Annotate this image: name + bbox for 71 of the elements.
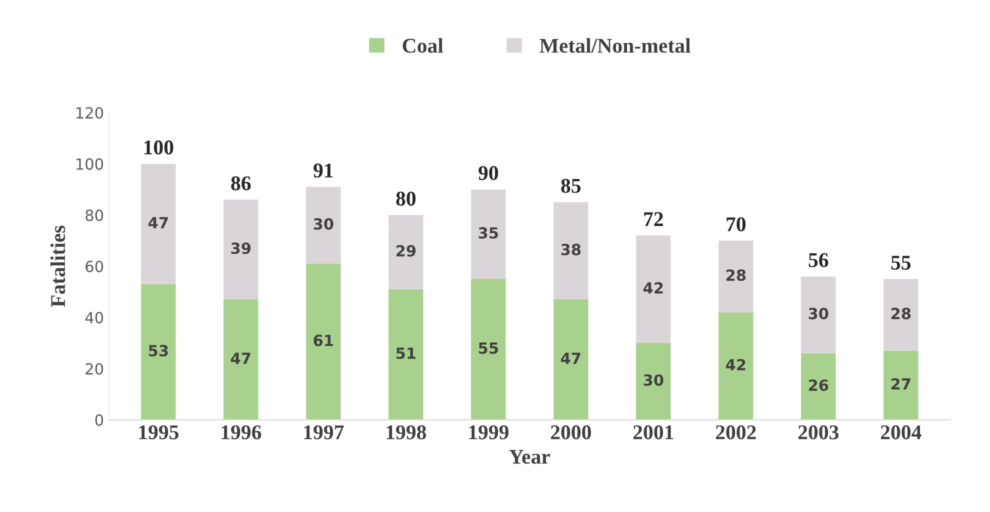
bar (471, 279, 506, 420)
total-label: 91 (314, 164, 333, 178)
bar (388, 289, 424, 420)
data-label: 53 (148, 344, 168, 356)
total-label: 100 (144, 140, 174, 154)
y-tick-label: 0 (95, 414, 104, 426)
x-tick-label: 2004 (880, 425, 922, 440)
bar (471, 189, 506, 280)
x-tick-label: 2002 (716, 425, 756, 440)
y-tick-label: 60 (86, 260, 104, 272)
data-label: 30 (644, 374, 664, 386)
data-label: 51 (396, 348, 416, 359)
data-label: 30 (808, 308, 828, 320)
data-label: 42 (643, 282, 663, 294)
x-tick-label: 2001 (633, 425, 674, 440)
y-tick-label: 100 (76, 158, 104, 170)
bar (224, 300, 258, 420)
data-label: 28 (726, 269, 746, 281)
total-label: 55 (891, 256, 911, 270)
data-label: 47 (560, 352, 580, 364)
bar (306, 186, 341, 264)
data-label: 29 (396, 245, 416, 257)
bar (801, 276, 836, 354)
data-label: 47 (148, 217, 168, 228)
x-tick-label: 1999 (469, 425, 508, 440)
bar (554, 202, 588, 300)
x-tick-label: 1995 (139, 425, 178, 440)
y-tick-label: 40 (85, 312, 104, 324)
x-tick-label: 2003 (798, 425, 839, 440)
bar (554, 300, 588, 420)
bar (884, 279, 918, 351)
data-label: 26 (808, 379, 828, 391)
x-tick-label: 1998 (386, 425, 426, 440)
bar (141, 284, 176, 420)
total-label: 85 (561, 178, 581, 193)
data-label: 47 (230, 352, 250, 364)
x-tick-label: 1997 (304, 425, 344, 440)
x-axis-title: Year (509, 450, 550, 464)
bar (141, 164, 176, 284)
total-label: 56 (808, 253, 828, 268)
data-label: 35 (478, 227, 498, 239)
data-label: 55 (478, 342, 498, 354)
data-label: 38 (561, 244, 581, 256)
bar (224, 200, 258, 300)
data-label: 42 (726, 358, 746, 370)
bar (718, 240, 754, 312)
data-label: 28 (891, 308, 911, 320)
x-tick-label: 2000 (550, 425, 591, 440)
y-tick-label: 20 (86, 363, 104, 375)
legend-label: Coal (402, 38, 444, 53)
x-tick-label: 1996 (222, 425, 262, 440)
bar (636, 236, 671, 344)
data-label: 39 (231, 242, 251, 254)
data-label: 30 (314, 218, 334, 230)
legend-label: Metal/Non-metal (540, 38, 690, 53)
total-label: 80 (396, 192, 416, 206)
bar (718, 312, 754, 420)
bar (636, 343, 671, 420)
data-label: 61 (314, 334, 333, 346)
y-tick-label: 80 (86, 210, 104, 222)
bar (884, 350, 918, 420)
total-label: 70 (726, 217, 746, 232)
y-tick-label: 120 (76, 107, 104, 119)
bar (388, 215, 424, 290)
data-label: 27 (891, 378, 910, 390)
total-label: 86 (231, 176, 251, 190)
total-label: 72 (644, 212, 663, 226)
y-axis-title: Fatalities (50, 226, 66, 307)
total-label: 90 (478, 166, 498, 180)
bar (801, 353, 836, 420)
bar (306, 264, 341, 420)
